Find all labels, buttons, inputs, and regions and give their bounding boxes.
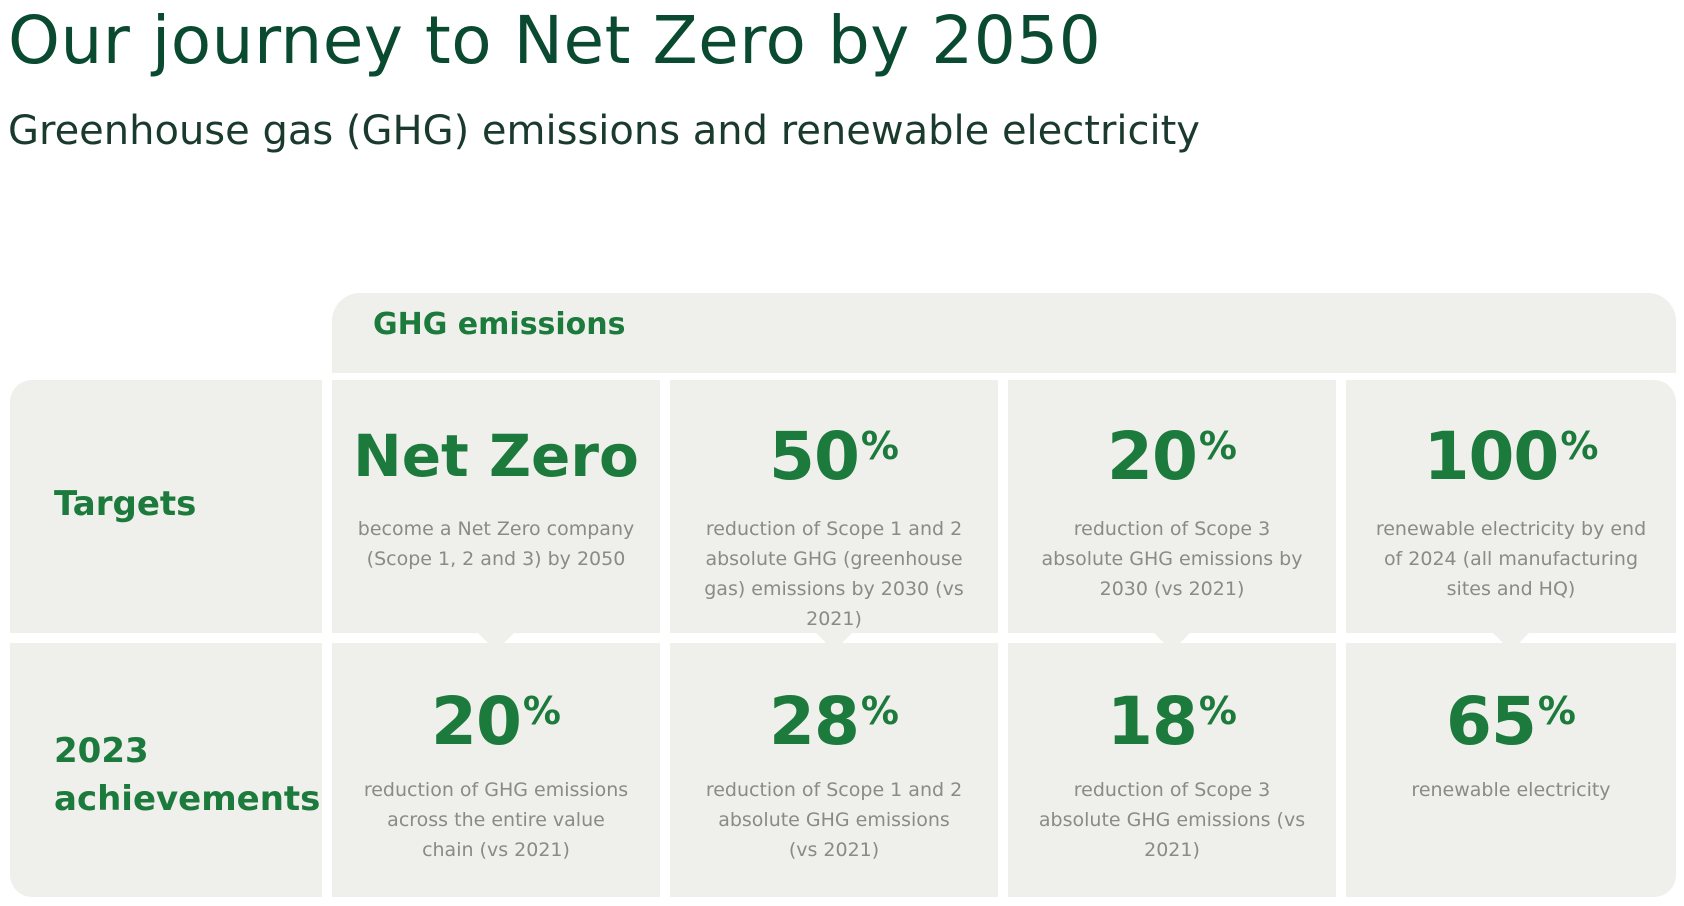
- achievement-card: 28% reduction of Scope 1 and 2 absolute …: [670, 643, 998, 897]
- target-value: 100%: [1346, 418, 1676, 495]
- target-value: 20%: [1008, 418, 1336, 495]
- percent-sign: %: [860, 424, 899, 468]
- achievement-card: 18% reduction of Scope 3 absolute GHG em…: [1008, 643, 1336, 897]
- percent-sign: %: [1537, 689, 1576, 733]
- percent-sign: %: [1560, 424, 1599, 468]
- achievement-value: 20%: [332, 683, 660, 760]
- ghg-header-label: GHG emissions: [373, 307, 626, 342]
- target-description: reduction of Scope 1 and 2 absolute GHG …: [704, 518, 964, 630]
- achievement-number: 20: [431, 683, 522, 760]
- achievements-label: 2023 achievements: [54, 727, 320, 823]
- target-card: 100% renewable electricity by end of 202…: [1346, 380, 1676, 651]
- achievement-description: renewable electricity: [1411, 779, 1611, 801]
- target-description: become a Net Zero company (Scope 1, 2 an…: [357, 518, 635, 570]
- achievement-number: 28: [769, 683, 860, 760]
- achievement-description: reduction of Scope 3 absolute GHG emissi…: [1038, 779, 1306, 861]
- achievement-description: reduction of Scope 1 and 2 absolute GHG …: [705, 779, 963, 861]
- page-title: Our journey to Net Zero by 2050: [8, 2, 1102, 79]
- target-card: 50% reduction of Scope 1 and 2 absolute …: [670, 380, 998, 651]
- target-number: 20: [1107, 418, 1198, 495]
- target-value: 50%: [670, 418, 998, 495]
- achievements-label-text: achievements: [54, 779, 321, 819]
- target-number: 50: [769, 418, 860, 495]
- achievement-card: 20% reduction of GHG emissions across th…: [332, 643, 660, 897]
- percent-sign: %: [1198, 689, 1237, 733]
- achievement-value: 65%: [1346, 683, 1676, 760]
- achievement-value: 28%: [670, 683, 998, 760]
- percent-sign: %: [522, 689, 561, 733]
- achievement-number: 65: [1446, 683, 1537, 760]
- target-card: 20% reduction of Scope 3 absolute GHG em…: [1008, 380, 1336, 651]
- achievement-value: 18%: [1008, 683, 1336, 760]
- targets-label-cell: Targets: [10, 380, 322, 633]
- target-number: 100: [1423, 418, 1560, 495]
- achievements-label-cell: 2023 achievements: [10, 643, 322, 897]
- ghg-header-tab: [332, 293, 1676, 373]
- percent-sign: %: [860, 689, 899, 733]
- targets-label: Targets: [54, 484, 197, 524]
- achievement-number: 18: [1107, 683, 1198, 760]
- achievements-label-year: 2023: [54, 731, 149, 771]
- page-subtitle: Greenhouse gas (GHG) emissions and renew…: [8, 108, 1200, 154]
- achievement-card: 65% renewable electricity: [1346, 643, 1676, 897]
- target-description: reduction of Scope 3 absolute GHG emissi…: [1041, 518, 1303, 600]
- achievement-description: reduction of GHG emissions across the en…: [363, 779, 629, 861]
- percent-sign: %: [1198, 424, 1237, 468]
- target-value: Net Zero: [353, 422, 639, 490]
- target-description: renewable electricity by end of 2024 (al…: [1375, 518, 1647, 600]
- target-card: Net Zero become a Net Zero company (Scop…: [332, 380, 660, 651]
